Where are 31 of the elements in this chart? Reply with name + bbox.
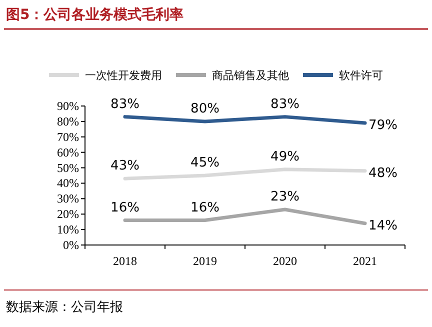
y-tick-label: 50% [57, 160, 79, 175]
y-tick-label: 90% [57, 99, 79, 113]
data-label: 23% [270, 189, 300, 204]
y-tick-label: 10% [57, 222, 79, 237]
x-tick-label: 2019 [193, 254, 217, 268]
y-tick-label: 40% [57, 176, 79, 190]
data-label: 83% [270, 96, 300, 112]
legend-label: 商品销售及其他 [212, 69, 289, 82]
y-tick-label: 0% [63, 238, 79, 252]
chart-title: 图5：公司各业务模式毛利率 [6, 6, 184, 23]
y-tick-label: 30% [57, 192, 79, 206]
data-label: 79% [368, 118, 398, 133]
y-tick-label: 20% [57, 207, 79, 222]
data-label: 43% [110, 158, 140, 174]
data-label: 16% [190, 200, 220, 216]
x-tick-label: 2018 [113, 254, 137, 268]
data-label: 45% [190, 156, 220, 170]
source-note: 数据来源：公司年报 [6, 300, 123, 315]
y-tick-label: 80% [57, 114, 79, 128]
data-label: 83% [110, 96, 140, 112]
y-tick-label: 70% [57, 130, 79, 144]
legend-label: 一次性开发费用 [85, 69, 162, 82]
data-label: 49% [270, 149, 300, 164]
legend-label: 软件许可 [339, 69, 383, 82]
y-tick-label: 60% [57, 145, 79, 160]
data-label: 80% [190, 101, 220, 116]
data-label: 16% [110, 200, 140, 216]
data-label: 14% [368, 218, 398, 234]
x-tick-label: 2021 [353, 254, 377, 268]
x-tick-label: 2020 [273, 254, 297, 268]
data-label: 48% [368, 166, 398, 181]
